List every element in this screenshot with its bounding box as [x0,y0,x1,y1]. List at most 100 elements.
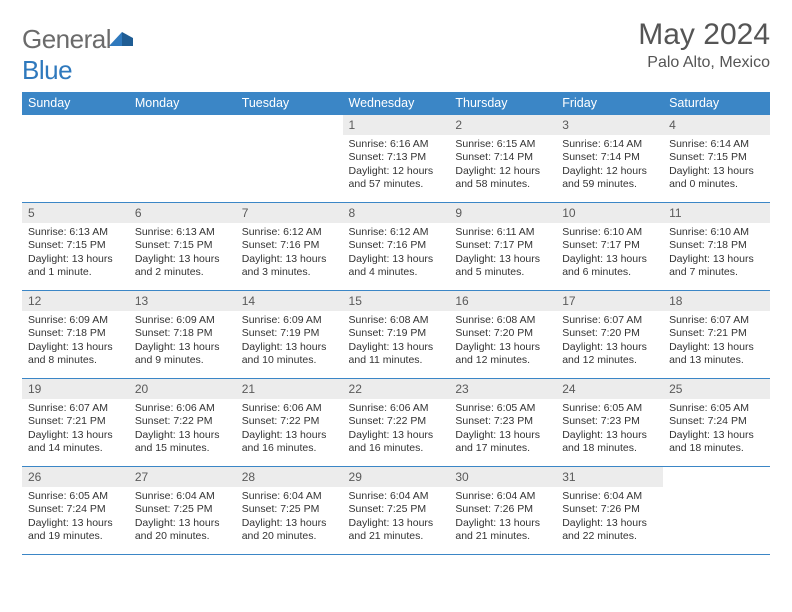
day-info: Sunrise: 6:09 AMSunset: 7:18 PMDaylight:… [129,311,236,372]
day-info: Sunrise: 6:06 AMSunset: 7:22 PMDaylight:… [236,399,343,460]
day-number: 1 [343,115,450,135]
day-number: 3 [556,115,663,135]
day-number: 26 [22,467,129,487]
day-number: 25 [663,379,770,399]
logo-mark-icon [109,24,135,54]
day-number: 29 [343,467,450,487]
month-title: May 2024 [638,18,770,52]
day-cell: 24Sunrise: 6:05 AMSunset: 7:23 PMDayligh… [556,379,663,467]
day-cell: 27Sunrise: 6:04 AMSunset: 7:25 PMDayligh… [129,467,236,555]
day-cell: 31Sunrise: 6:04 AMSunset: 7:26 PMDayligh… [556,467,663,555]
day-cell [129,115,236,203]
day-number: 28 [236,467,343,487]
day-cell: 22Sunrise: 6:06 AMSunset: 7:22 PMDayligh… [343,379,450,467]
week-row: 1Sunrise: 6:16 AMSunset: 7:13 PMDaylight… [22,115,770,203]
title-block: May 2024 Palo Alto, Mexico [638,18,770,72]
day-cell [22,115,129,203]
day-number: 27 [129,467,236,487]
day-info: Sunrise: 6:09 AMSunset: 7:19 PMDaylight:… [236,311,343,372]
day-cell: 18Sunrise: 6:07 AMSunset: 7:21 PMDayligh… [663,291,770,379]
day-info: Sunrise: 6:07 AMSunset: 7:21 PMDaylight:… [663,311,770,372]
day-info: Sunrise: 6:16 AMSunset: 7:13 PMDaylight:… [343,135,450,196]
day-number: 8 [343,203,450,223]
day-cell: 15Sunrise: 6:08 AMSunset: 7:19 PMDayligh… [343,291,450,379]
day-info: Sunrise: 6:15 AMSunset: 7:14 PMDaylight:… [449,135,556,196]
logo-text: GeneralBlue [22,24,135,86]
day-cell: 10Sunrise: 6:10 AMSunset: 7:17 PMDayligh… [556,203,663,291]
calendar-body: 1Sunrise: 6:16 AMSunset: 7:13 PMDaylight… [22,115,770,555]
day-info: Sunrise: 6:10 AMSunset: 7:18 PMDaylight:… [663,223,770,284]
column-header: Saturday [663,92,770,115]
day-cell: 23Sunrise: 6:05 AMSunset: 7:23 PMDayligh… [449,379,556,467]
column-header: Monday [129,92,236,115]
day-cell: 1Sunrise: 6:16 AMSunset: 7:13 PMDaylight… [343,115,450,203]
column-header: Tuesday [236,92,343,115]
day-cell: 16Sunrise: 6:08 AMSunset: 7:20 PMDayligh… [449,291,556,379]
column-header: Friday [556,92,663,115]
column-header: Thursday [449,92,556,115]
day-number: 15 [343,291,450,311]
day-cell: 5Sunrise: 6:13 AMSunset: 7:15 PMDaylight… [22,203,129,291]
calendar-table: SundayMondayTuesdayWednesdayThursdayFrid… [22,92,770,555]
day-info: Sunrise: 6:04 AMSunset: 7:25 PMDaylight:… [343,487,450,548]
day-info: Sunrise: 6:11 AMSunset: 7:17 PMDaylight:… [449,223,556,284]
day-info: Sunrise: 6:12 AMSunset: 7:16 PMDaylight:… [343,223,450,284]
day-number: 17 [556,291,663,311]
day-number: 31 [556,467,663,487]
day-number: 22 [343,379,450,399]
day-number: 7 [236,203,343,223]
day-cell: 7Sunrise: 6:12 AMSunset: 7:16 PMDaylight… [236,203,343,291]
day-info: Sunrise: 6:05 AMSunset: 7:23 PMDaylight:… [449,399,556,460]
day-cell: 14Sunrise: 6:09 AMSunset: 7:19 PMDayligh… [236,291,343,379]
day-number: 14 [236,291,343,311]
week-row: 19Sunrise: 6:07 AMSunset: 7:21 PMDayligh… [22,379,770,467]
day-number: 16 [449,291,556,311]
day-cell: 11Sunrise: 6:10 AMSunset: 7:18 PMDayligh… [663,203,770,291]
day-number: 2 [449,115,556,135]
day-number: 18 [663,291,770,311]
day-number: 5 [22,203,129,223]
day-cell: 19Sunrise: 6:07 AMSunset: 7:21 PMDayligh… [22,379,129,467]
day-info: Sunrise: 6:08 AMSunset: 7:19 PMDaylight:… [343,311,450,372]
day-cell: 4Sunrise: 6:14 AMSunset: 7:15 PMDaylight… [663,115,770,203]
logo-word2: Blue [22,55,72,85]
day-cell: 17Sunrise: 6:07 AMSunset: 7:20 PMDayligh… [556,291,663,379]
day-number: 4 [663,115,770,135]
day-cell: 9Sunrise: 6:11 AMSunset: 7:17 PMDaylight… [449,203,556,291]
day-info: Sunrise: 6:05 AMSunset: 7:23 PMDaylight:… [556,399,663,460]
day-number: 30 [449,467,556,487]
day-cell: 6Sunrise: 6:13 AMSunset: 7:15 PMDaylight… [129,203,236,291]
day-number: 11 [663,203,770,223]
column-header: Wednesday [343,92,450,115]
day-cell: 21Sunrise: 6:06 AMSunset: 7:22 PMDayligh… [236,379,343,467]
header-row: SundayMondayTuesdayWednesdayThursdayFrid… [22,92,770,115]
day-info: Sunrise: 6:12 AMSunset: 7:16 PMDaylight:… [236,223,343,284]
logo-word1: General [22,24,111,54]
day-number: 6 [129,203,236,223]
day-info: Sunrise: 6:13 AMSunset: 7:15 PMDaylight:… [129,223,236,284]
empty-day [663,467,770,487]
day-cell: 29Sunrise: 6:04 AMSunset: 7:25 PMDayligh… [343,467,450,555]
day-cell: 12Sunrise: 6:09 AMSunset: 7:18 PMDayligh… [22,291,129,379]
day-info: Sunrise: 6:04 AMSunset: 7:25 PMDaylight:… [129,487,236,548]
day-cell: 8Sunrise: 6:12 AMSunset: 7:16 PMDaylight… [343,203,450,291]
day-cell [236,115,343,203]
day-number: 24 [556,379,663,399]
day-number: 19 [22,379,129,399]
day-info: Sunrise: 6:10 AMSunset: 7:17 PMDaylight:… [556,223,663,284]
day-number: 13 [129,291,236,311]
empty-day [22,115,129,135]
day-number: 10 [556,203,663,223]
day-info: Sunrise: 6:07 AMSunset: 7:21 PMDaylight:… [22,399,129,460]
day-info: Sunrise: 6:04 AMSunset: 7:26 PMDaylight:… [449,487,556,548]
day-info: Sunrise: 6:06 AMSunset: 7:22 PMDaylight:… [343,399,450,460]
week-row: 26Sunrise: 6:05 AMSunset: 7:24 PMDayligh… [22,467,770,555]
day-cell [663,467,770,555]
week-row: 12Sunrise: 6:09 AMSunset: 7:18 PMDayligh… [22,291,770,379]
topbar: GeneralBlue May 2024 Palo Alto, Mexico [22,18,770,86]
day-cell: 20Sunrise: 6:06 AMSunset: 7:22 PMDayligh… [129,379,236,467]
day-number: 21 [236,379,343,399]
day-info: Sunrise: 6:14 AMSunset: 7:15 PMDaylight:… [663,135,770,196]
day-info: Sunrise: 6:05 AMSunset: 7:24 PMDaylight:… [22,487,129,548]
logo: GeneralBlue [22,18,135,86]
